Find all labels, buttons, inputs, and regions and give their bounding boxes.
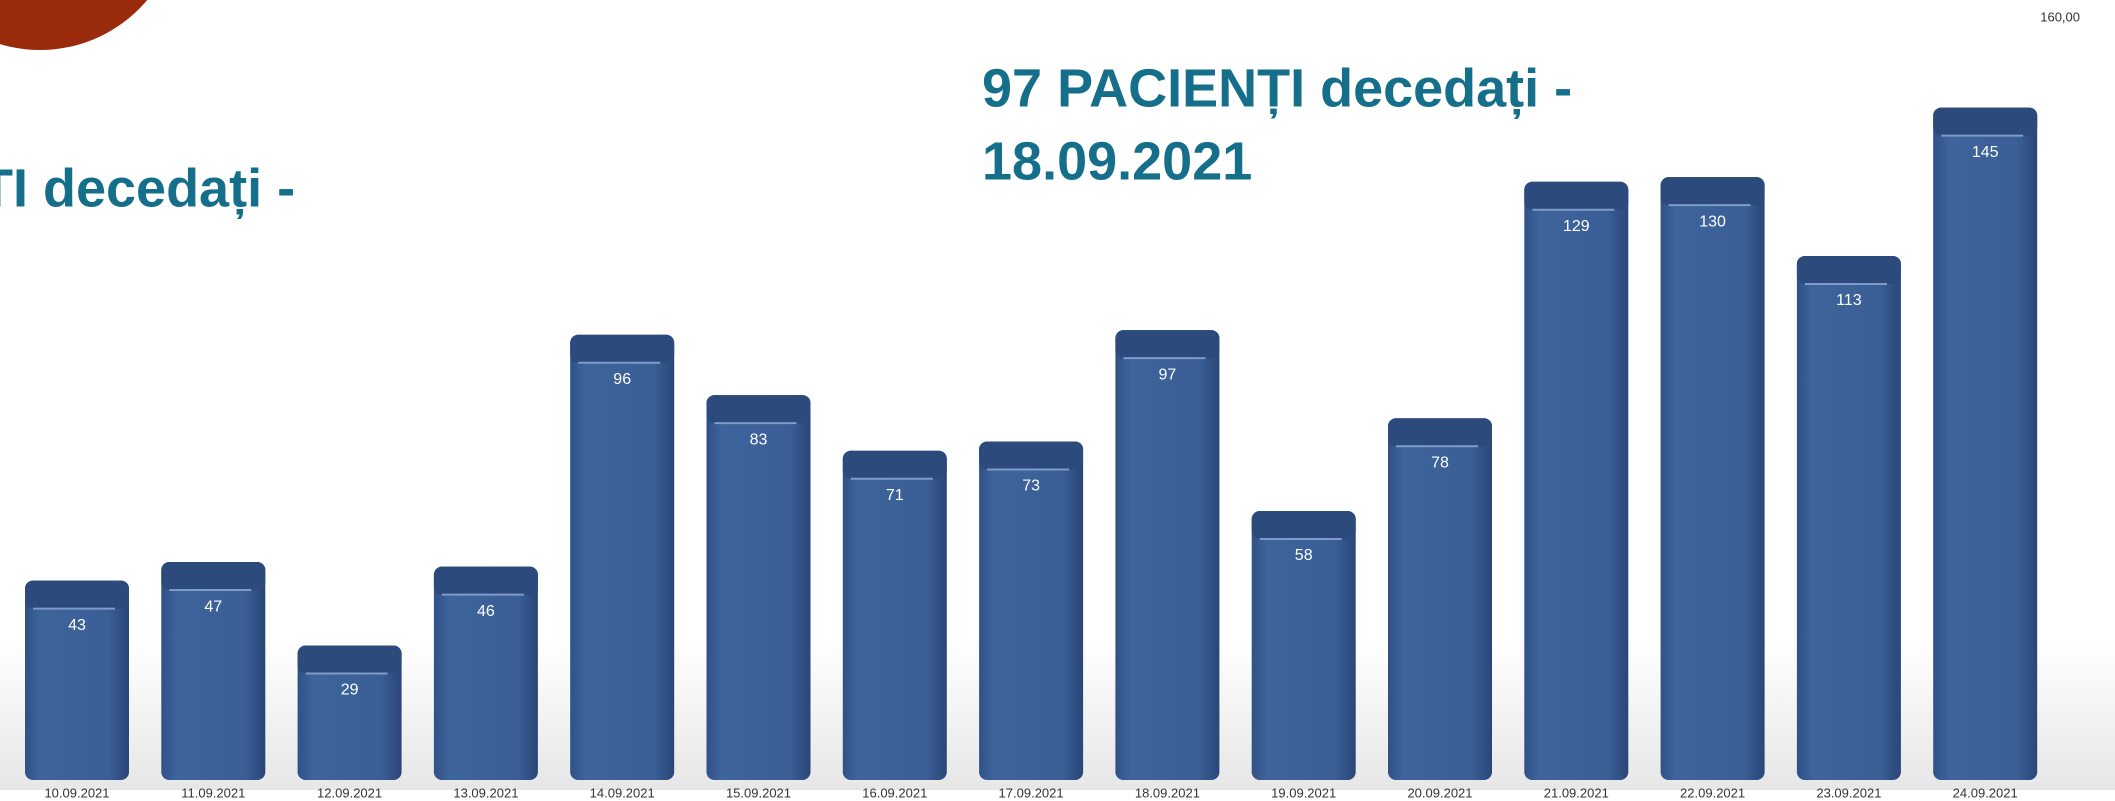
chart-title: 18.09.2021 [982, 131, 1252, 191]
x-tick-label: 18.09.2021 [1135, 785, 1200, 800]
chart-title: 97 PACIENȚI decedați - [982, 58, 1572, 119]
decoration [0, 0, 148, 50]
value-label: 83 [750, 431, 768, 448]
bar-cap [1524, 181, 1629, 210]
bar [433, 566, 538, 780]
bar [570, 334, 675, 780]
annotation: ȚI decedați - [0, 158, 295, 219]
bar-cap [1115, 330, 1220, 359]
x-tick-label: 20.09.2021 [1407, 785, 1472, 800]
bar [1933, 107, 2038, 780]
bar [1251, 511, 1356, 780]
x-tick-label: 17.09.2021 [999, 785, 1064, 800]
bar [1115, 330, 1220, 780]
bar [25, 580, 129, 780]
bar [706, 395, 811, 780]
x-tick-label: 23.09.2021 [1816, 785, 1881, 800]
value-label: 58 [1295, 547, 1313, 564]
value-label: 113 [1836, 292, 1862, 309]
bar [979, 441, 1084, 780]
bar-cap [706, 395, 811, 424]
bar [161, 562, 266, 780]
bar-cap [570, 334, 675, 363]
bar-cap [1933, 107, 2038, 136]
x-tick-label: 10.09.2021 [44, 785, 109, 800]
bar [1660, 177, 1765, 780]
value-label: 46 [477, 603, 495, 620]
x-tick-label: 15.09.2021 [726, 785, 791, 800]
x-tick-label: 14.09.2021 [590, 785, 655, 800]
bar-cap [842, 450, 947, 479]
bar [297, 645, 402, 780]
bar-cap [25, 580, 129, 609]
x-tick-label: 24.09.2021 [1953, 785, 2018, 800]
bar-cap [1251, 511, 1356, 540]
bar-cap [1660, 177, 1765, 206]
bar-cap [297, 645, 402, 674]
value-label: 73 [1022, 478, 1040, 495]
x-tick-label: 11.09.2021 [181, 785, 245, 800]
value-label: 47 [204, 598, 222, 615]
bar-cap [1388, 418, 1492, 447]
value-label: 145 [1972, 144, 1999, 161]
bar [1524, 181, 1629, 780]
value-label: 78 [1431, 454, 1449, 471]
bar-cap [979, 441, 1084, 470]
bar-cap [433, 566, 538, 595]
y-tick-label: 160,00 [2040, 9, 2080, 24]
x-tick-label: 19.09.2021 [1271, 785, 1336, 800]
value-label: 29 [341, 682, 359, 699]
bar-cap [161, 562, 266, 591]
x-tick-label: 21.09.2021 [1544, 785, 1609, 800]
value-label: 129 [1563, 218, 1590, 235]
value-label: 97 [1159, 366, 1177, 383]
bar-cap [1796, 255, 1901, 284]
x-tick-label: 16.09.2021 [862, 785, 927, 800]
bar [1796, 255, 1901, 780]
value-label: 96 [613, 371, 631, 388]
value-label: 71 [886, 487, 904, 504]
bar [842, 450, 947, 780]
bar [1388, 418, 1492, 780]
x-tick-label: 12.09.2021 [317, 785, 382, 800]
x-tick-label: 22.09.2021 [1680, 785, 1745, 800]
value-label: 43 [68, 617, 86, 634]
value-label: 130 [1699, 213, 1726, 230]
x-tick-label: 13.09.2021 [453, 785, 518, 800]
